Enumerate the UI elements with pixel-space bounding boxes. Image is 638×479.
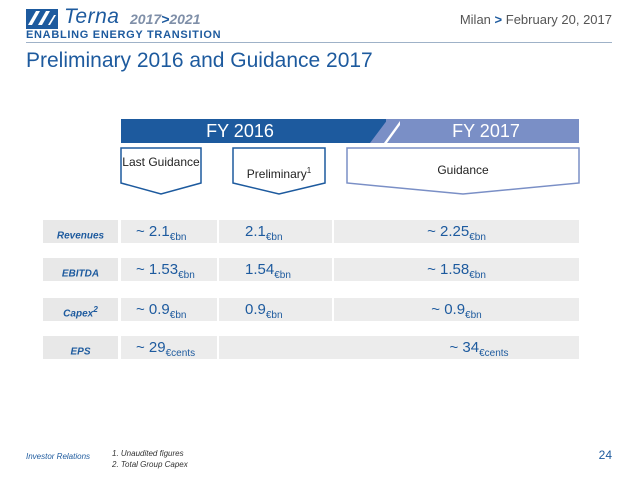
- ebitda-last-guidance: ~ 1.53€bn: [121, 258, 217, 281]
- fy2016-label: FY 2016: [206, 121, 274, 141]
- preliminary-header: Preliminary1: [246, 166, 312, 181]
- capex-guidance: ~ 0.9€bn: [334, 298, 579, 321]
- guidance-chevron: [346, 147, 580, 195]
- eps-last-guidance: ~ 29€cents: [121, 336, 217, 359]
- revenues-last-guidance: ~ 2.1€bn: [121, 220, 217, 243]
- row-label-capex: Capex2: [43, 298, 118, 321]
- footer-investor-relations: Investor Relations: [26, 452, 91, 461]
- header-divider: [26, 42, 612, 43]
- row-label-ebitda: EBITDA: [43, 258, 118, 281]
- last-guidance-chevron: [120, 147, 202, 195]
- last-guidance-header: Last Guidance: [122, 155, 200, 169]
- capex-last-guidance: ~ 0.9€bn: [121, 298, 217, 321]
- brand-name: Terna: [64, 5, 120, 28]
- page-number: 24: [598, 448, 612, 462]
- preliminary-chevron: [232, 147, 326, 195]
- page-title: Preliminary 2016 and Guidance 2017: [26, 49, 373, 72]
- footnotes: 1. Unaudited figures 2. Total Group Cape…: [112, 448, 188, 470]
- footnote-1: 1. Unaudited figures: [112, 449, 184, 458]
- footnote-2: 2. Total Group Capex: [112, 460, 188, 469]
- row-label-revenues: Revenues: [43, 220, 118, 243]
- fy2017-band: [386, 119, 579, 143]
- brand-tagline: ENABLING ENERGY TRANSITION: [26, 29, 222, 41]
- eps-guidance: ~ 34€cents: [219, 336, 579, 359]
- header-date: Milan > February 20, 2017: [459, 12, 612, 27]
- fy2017-label: FY 2017: [452, 121, 520, 141]
- guidance-header: Guidance: [437, 163, 489, 177]
- revenues-guidance: ~ 2.25€bn: [334, 220, 579, 243]
- capex-preliminary: 0.9€bn: [219, 298, 332, 321]
- band-separator: [370, 119, 400, 143]
- brand-years: 2017>2021: [130, 11, 201, 27]
- row-label-eps: EPS: [43, 336, 118, 359]
- ebitda-guidance: ~ 1.58€bn: [334, 258, 579, 281]
- ebitda-preliminary: 1.54€bn: [219, 258, 332, 281]
- revenues-preliminary: 2.1€bn: [219, 220, 332, 243]
- terna-logo-icon: [26, 9, 58, 29]
